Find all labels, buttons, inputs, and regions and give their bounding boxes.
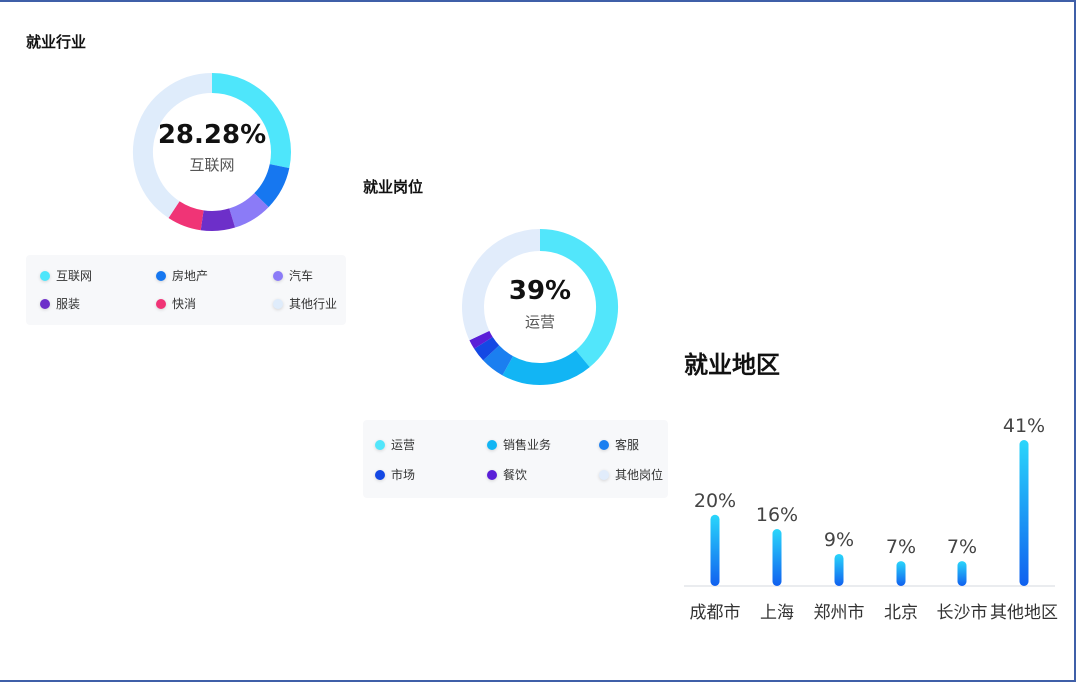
legend-item: 运营 [375,436,415,453]
legend-label: 互联网 [56,269,93,283]
donut-slice-0-0 [211,73,291,169]
legend-dot [599,439,609,450]
donut-slice-0-4 [168,201,204,231]
legend-item: 房地产 [156,267,208,284]
position-legend: 运营 销售业务 客服市场 餐饮 其他岗位 [363,420,668,498]
legend-label: 汽车 [289,269,314,283]
donut-slice-0-5 [133,73,213,218]
industry-center-value: 28.28% [157,120,267,150]
bar-data-label: 7% [947,536,977,558]
donut-slice-0-2 [228,192,269,228]
legend-label: 餐饮 [503,468,528,482]
legend-dot [375,439,385,450]
legend-dot [156,270,166,281]
frame-right-border [1074,0,1076,682]
industry-legend: 互联网 房地产 汽车服装 快消 其他行业 [26,255,346,325]
legend-item: 客服 [599,436,639,453]
industry-title: 就业行业 [26,33,87,51]
donut-slice-1-4 [469,330,493,349]
x-tick-label: 成都市 [690,603,741,623]
x-tick-label: 上海 [760,603,794,623]
bar-3 [896,561,906,586]
legend-dot [375,469,385,480]
legend-item: 其他行业 [273,295,337,312]
legend-dot [487,439,497,450]
legend-dot [273,298,283,309]
donut-slice-1-5 [462,229,541,341]
frame-top-border [0,0,1076,2]
legend-label: 运营 [391,438,416,452]
legend-label: 房地产 [172,269,209,283]
bar-4 [957,561,967,586]
industry-donut [133,73,291,231]
frame-bottom-border [0,680,1076,682]
bar-1 [772,529,782,586]
legend-label: 销售业务 [503,438,552,452]
legend-dot [599,469,609,480]
legend-dot [40,270,50,281]
x-tick-label: 郑州市 [814,603,865,623]
bar-data-label: 16% [756,504,798,526]
region-title: 就业地区 [684,351,780,379]
donut-slice-1-0 [539,229,618,368]
donut-slice-0-3 [200,208,236,231]
legend-label: 其他岗位 [615,468,664,482]
donut-slice-1-2 [483,345,514,376]
legend-item: 餐饮 [487,466,527,483]
bar-data-label: 20% [694,490,736,512]
position-title: 就业岗位 [363,178,424,196]
legend-label: 市场 [391,468,416,482]
position-center-value: 39% [508,276,572,306]
x-tick-label: 其他地区 [990,603,1058,623]
donut-slice-1-1 [502,349,590,385]
bar-data-label: 7% [886,536,916,558]
legend-label: 服装 [56,297,81,311]
bar-2 [834,553,844,586]
legend-item: 互联网 [40,267,92,284]
legend-label: 客服 [615,438,640,452]
x-tick-label: 北京 [884,603,918,623]
bar-data-label: 9% [824,529,854,551]
legend-item: 市场 [375,466,415,483]
bar-data-label: 41% [1003,415,1045,437]
legend-label: 快消 [172,297,197,311]
legend-item: 其他岗位 [599,466,663,483]
legend-item: 汽车 [273,267,313,284]
legend-dot [273,270,283,281]
bar-5 [1019,440,1029,586]
position-center-label: 运营 [524,313,555,331]
donut-slice-1-3 [474,336,500,361]
legend-item: 快消 [156,295,196,312]
legend-dot [40,298,50,309]
bar-0 [710,514,720,586]
legend-item: 销售业务 [487,436,551,453]
legend-item: 服装 [40,295,80,312]
legend-dot [487,469,497,480]
donut-slice-0-1 [253,163,290,208]
x-tick-label: 长沙市 [937,603,988,623]
legend-dot [156,298,166,309]
position-donut [462,229,618,385]
legend-label: 其他行业 [289,297,338,311]
industry-center-label: 互联网 [189,156,235,174]
